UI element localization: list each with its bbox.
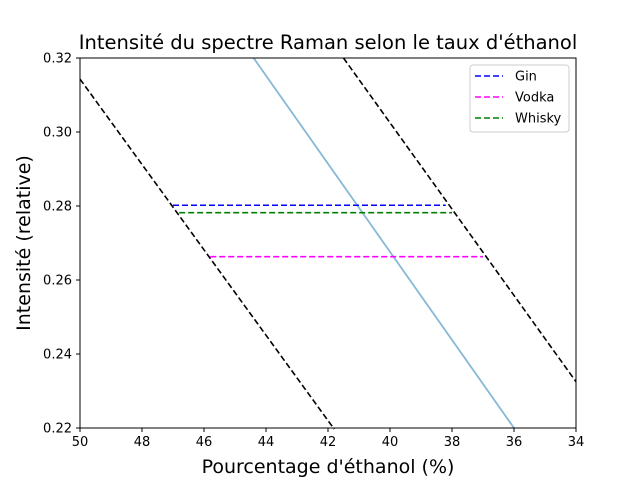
x-axis-label: Pourcentage d'éthanol (%) bbox=[202, 456, 455, 478]
x-tick-label: 38 bbox=[444, 435, 461, 450]
y-tick-label: 0.28 bbox=[43, 200, 72, 215]
x-axis-ticks: 50 48 46 44 42 40 38 36 34 bbox=[72, 428, 585, 450]
x-tick-label: 44 bbox=[258, 435, 275, 450]
confidence-bound-line-1 bbox=[79, 78, 335, 430]
legend-box bbox=[469, 64, 570, 133]
y-axis-ticks: 0.22 0.24 0.26 0.28 0.30 0.32 bbox=[43, 52, 80, 437]
x-tick-label: 40 bbox=[382, 435, 399, 450]
calibration-line bbox=[252, 57, 515, 429]
x-tick-label: 46 bbox=[196, 435, 213, 450]
y-tick-label: 0.32 bbox=[43, 52, 72, 67]
legend-label-vodka: Vodka bbox=[515, 91, 554, 106]
y-tick-label: 0.24 bbox=[43, 348, 72, 363]
legend-label-gin: Gin bbox=[515, 70, 537, 85]
plot-lines bbox=[79, 57, 577, 430]
y-tick-label: 0.30 bbox=[43, 126, 72, 141]
x-tick-label: 36 bbox=[506, 435, 523, 450]
x-tick-label: 48 bbox=[134, 435, 151, 450]
x-tick-label: 34 bbox=[568, 435, 585, 450]
legend: Gin Vodka Whisky bbox=[469, 64, 570, 133]
y-tick-label: 0.26 bbox=[43, 274, 72, 289]
chart-title: Intensité du spectre Raman selon le taux… bbox=[79, 31, 578, 54]
y-tick-label: 0.22 bbox=[43, 422, 72, 437]
x-tick-label: 50 bbox=[72, 435, 89, 450]
legend-label-whisky: Whisky bbox=[515, 112, 562, 127]
x-tick-label: 42 bbox=[320, 435, 337, 450]
y-axis-label: Intensité (relative) bbox=[13, 155, 35, 331]
confidence-bound-line-2 bbox=[342, 57, 577, 383]
